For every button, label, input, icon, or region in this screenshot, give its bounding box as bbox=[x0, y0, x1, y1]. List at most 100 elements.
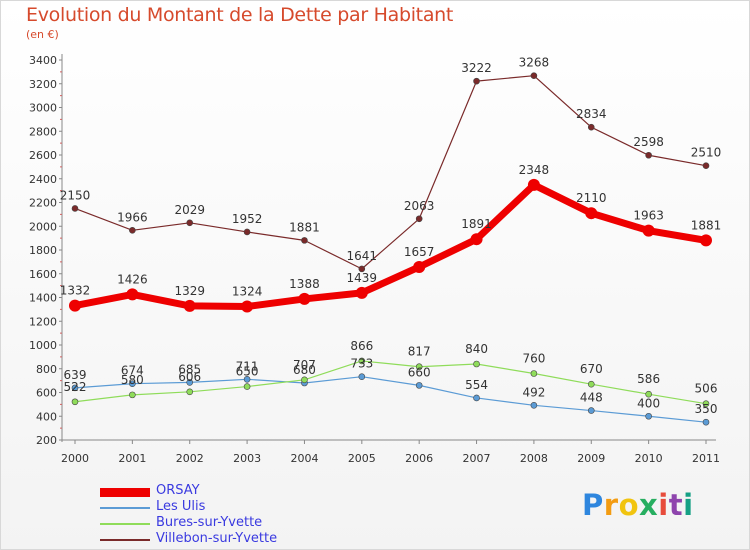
data-point bbox=[645, 390, 652, 398]
data-label: 1641 bbox=[347, 249, 378, 263]
data-label: 650 bbox=[236, 365, 259, 379]
data-label: 1324 bbox=[232, 285, 263, 299]
data-label: 580 bbox=[121, 373, 144, 387]
y-tick-label: 2600 bbox=[29, 149, 57, 162]
y-tick-label: 2400 bbox=[29, 173, 57, 186]
y-tick-label: 1400 bbox=[29, 292, 57, 305]
data-label: 2598 bbox=[633, 135, 664, 149]
data-point bbox=[186, 219, 194, 227]
legend-swatch bbox=[100, 523, 150, 525]
y-tick-label: 3400 bbox=[29, 54, 57, 67]
x-tick-label: 2000 bbox=[61, 452, 89, 465]
data-point bbox=[358, 265, 366, 273]
data-point bbox=[530, 72, 538, 79]
y-tick-label: 2000 bbox=[29, 220, 57, 233]
data-point bbox=[301, 376, 308, 384]
data-label: 660 bbox=[408, 365, 431, 379]
data-label: 760 bbox=[522, 352, 545, 366]
y-tick-label: 1600 bbox=[29, 268, 57, 281]
data-label: 1952 bbox=[232, 212, 263, 226]
data-label: 707 bbox=[293, 358, 316, 372]
data-point bbox=[587, 123, 595, 131]
data-point bbox=[415, 363, 423, 371]
data-label: 1881 bbox=[691, 218, 722, 232]
data-label: 492 bbox=[522, 385, 545, 399]
y-tick-label: 600 bbox=[36, 387, 57, 400]
data-point bbox=[71, 398, 79, 406]
legend-label: ORSAY bbox=[156, 483, 200, 498]
data-point bbox=[358, 357, 366, 365]
data-point bbox=[587, 380, 595, 388]
data-label: 1881 bbox=[289, 220, 320, 234]
data-label: 586 bbox=[637, 372, 660, 386]
data-point bbox=[702, 162, 710, 169]
data-label: 3268 bbox=[519, 56, 550, 70]
y-tick-label: 1200 bbox=[29, 315, 57, 328]
x-tick-label: 2010 bbox=[635, 452, 663, 465]
data-point bbox=[186, 379, 194, 386]
data-point bbox=[129, 226, 136, 234]
x-tick-label: 2005 bbox=[348, 452, 376, 465]
data-label: 670 bbox=[580, 362, 603, 376]
data-point bbox=[186, 388, 194, 396]
x-tick-label: 2011 bbox=[692, 452, 720, 465]
data-label: 1966 bbox=[117, 210, 148, 224]
data-point bbox=[71, 384, 79, 392]
x-tick-label: 2003 bbox=[233, 452, 261, 465]
data-point bbox=[126, 288, 139, 301]
legend-swatch bbox=[100, 487, 150, 497]
legend-swatch bbox=[100, 539, 150, 541]
data-label: 1963 bbox=[633, 209, 664, 223]
data-label: 866 bbox=[350, 339, 373, 353]
data-label: 3222 bbox=[461, 61, 492, 75]
x-tick-label: 2001 bbox=[118, 452, 146, 465]
data-point bbox=[642, 224, 655, 237]
y-tick-label: 1000 bbox=[29, 339, 57, 352]
data-label: 1439 bbox=[347, 271, 378, 285]
data-label: 1891 bbox=[461, 217, 492, 231]
data-label: 1657 bbox=[404, 245, 435, 259]
data-label: 1388 bbox=[289, 277, 320, 291]
data-label: 674 bbox=[121, 364, 144, 378]
chart-subtitle: (en €) bbox=[26, 28, 59, 41]
data-label: 606 bbox=[178, 370, 201, 384]
data-point bbox=[358, 373, 366, 381]
x-tick-label: 2004 bbox=[290, 452, 318, 465]
series-line bbox=[71, 181, 710, 311]
legend-swatch bbox=[100, 507, 150, 509]
data-point bbox=[702, 400, 710, 407]
data-point bbox=[473, 360, 480, 368]
data-point bbox=[700, 234, 712, 247]
data-point bbox=[530, 402, 538, 409]
data-point bbox=[527, 178, 540, 191]
y-tick-label: 2200 bbox=[29, 197, 57, 210]
data-point bbox=[355, 286, 368, 299]
data-label: 2834 bbox=[576, 107, 607, 121]
data-label: 350 bbox=[695, 402, 718, 416]
data-label: 639 bbox=[64, 368, 87, 382]
y-tick-label: 3200 bbox=[29, 78, 57, 91]
data-point bbox=[241, 300, 254, 313]
data-label: 2150 bbox=[60, 188, 91, 202]
data-label: 2110 bbox=[576, 191, 607, 205]
data-point bbox=[470, 233, 483, 246]
data-point bbox=[415, 215, 423, 223]
data-label: 733 bbox=[350, 357, 373, 371]
data-point bbox=[69, 299, 81, 312]
data-point bbox=[413, 260, 426, 273]
data-label: 2348 bbox=[519, 163, 550, 177]
data-point bbox=[243, 228, 251, 236]
data-point bbox=[645, 412, 652, 420]
data-point bbox=[129, 380, 136, 388]
legend-label: Villebon-sur-Yvette bbox=[156, 531, 278, 546]
series-line bbox=[74, 75, 707, 270]
data-point bbox=[702, 418, 710, 426]
legend-label: Les Ulis bbox=[156, 499, 206, 514]
data-label: 448 bbox=[580, 391, 603, 405]
data-label: 1426 bbox=[117, 272, 148, 286]
data-label: 685 bbox=[178, 362, 201, 376]
y-tick-label: 2800 bbox=[29, 125, 57, 138]
x-tick-label: 2007 bbox=[463, 452, 491, 465]
